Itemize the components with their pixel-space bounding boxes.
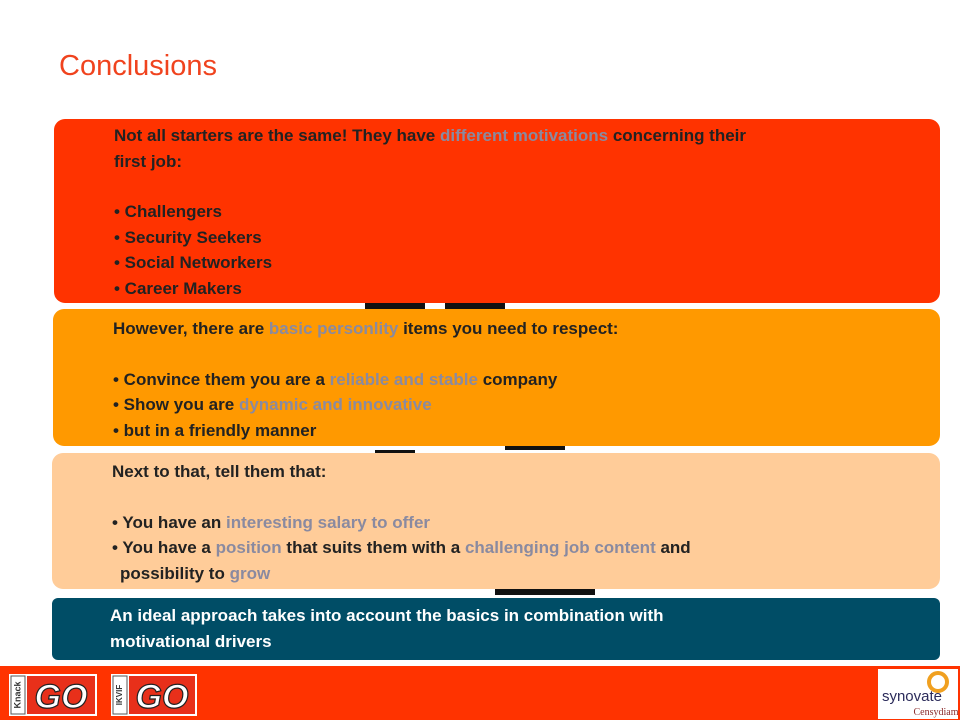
motivations-intro: Not all starters are the same! They have… — [114, 126, 747, 145]
basics-intro: However, there are basic personlity item… — [113, 319, 619, 338]
ikvif-logo-text: GO — [136, 678, 189, 716]
ikvif-logo-side-text: IKVIF — [115, 685, 124, 706]
ideal-approach-line1: An ideal approach takes into account the… — [110, 606, 664, 625]
ikvif-go-logo: IKVIF GO — [111, 674, 197, 716]
list-item: • Show you are dynamic and innovative — [113, 395, 432, 414]
list-item: • Security Seekers — [114, 227, 262, 247]
ideal-approach-line2: motivational drivers — [110, 631, 272, 651]
page-title: Conclusions — [59, 50, 217, 82]
knack-logo-side-text: Knack — [12, 681, 22, 709]
tell-them-box: Next to that, tell them that: • You have… — [52, 453, 940, 589]
synovate-logo-text: synovate — [882, 688, 942, 705]
list-item: • Convince them you are a reliable and s… — [113, 369, 558, 389]
synovate-censydiam-logo: synovate Censydiam — [878, 669, 958, 719]
basics-box: However, there are basic personlity item… — [53, 309, 940, 446]
list-item: • Career Makers — [114, 278, 242, 298]
knack-logo-text: GO — [35, 678, 88, 716]
list-item: • Challengers — [114, 202, 222, 221]
list-item: • Social Networkers — [114, 253, 273, 272]
censydiam-logo-text: Censydiam — [914, 707, 959, 718]
tell-them-intro: Next to that, tell them that: — [112, 462, 327, 481]
knack-go-logo: Knack GO — [9, 674, 97, 716]
motivations-intro-line2: first job: — [114, 151, 182, 171]
list-item: • but in a friendly manner — [113, 420, 317, 440]
ideal-approach-box: An ideal approach takes into account the… — [52, 598, 940, 660]
list-item-continuation: possibility to grow — [120, 563, 271, 583]
motivations-box: Not all starters are the same! They have… — [54, 119, 940, 303]
list-item: • You have an interesting salary to offe… — [112, 512, 431, 532]
list-item: • You have a position that suits them wi… — [112, 538, 691, 557]
